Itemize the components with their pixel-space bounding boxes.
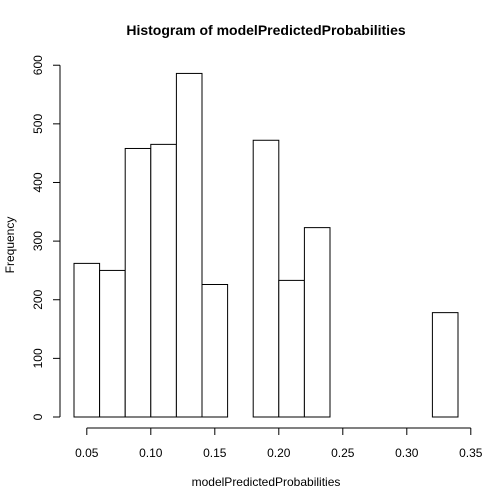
histogram-bar <box>73 262 101 418</box>
y-tick-label: 500 <box>31 114 45 134</box>
x-axis: 0.05 0.10 0.15 0.20 0.25 0.30 0.35 <box>75 427 483 460</box>
x-axis-label: modelPredictedProbabilities <box>192 475 341 489</box>
histogram-bar <box>175 72 203 418</box>
y-axis-label: Frequency <box>3 217 17 274</box>
histogram-bar <box>99 269 126 418</box>
chart-title: Histogram of modelPredictedProbabilities <box>126 22 405 38</box>
y-tick-label: 300 <box>31 231 45 251</box>
x-tick-label: 0.30 <box>395 446 419 460</box>
histogram-bar <box>278 279 305 418</box>
x-tick-label: 0.10 <box>139 446 163 460</box>
y-tick-label: 100 <box>31 348 45 368</box>
x-tick-label: 0.15 <box>203 446 227 460</box>
x-tick-label: 0.05 <box>75 446 99 460</box>
histogram-bar <box>150 143 177 418</box>
y-tick-label: 0 <box>31 413 45 420</box>
bars-group <box>73 72 459 418</box>
x-tick-label: 0.25 <box>331 446 355 460</box>
y-tick-label: 400 <box>31 172 45 192</box>
y-tick-label: 200 <box>31 289 45 309</box>
histogram-bar <box>431 312 459 418</box>
histogram-bar <box>303 227 331 418</box>
y-tick-label: 600 <box>31 55 45 75</box>
histogram-bar <box>201 283 229 418</box>
histogram-bar <box>124 147 152 418</box>
y-axis: 0 100 200 300 400 500 600 <box>31 55 61 420</box>
histogram-bar <box>252 139 280 418</box>
x-tick-label: 0.20 <box>267 446 291 460</box>
x-tick-label: 0.35 <box>459 446 483 460</box>
